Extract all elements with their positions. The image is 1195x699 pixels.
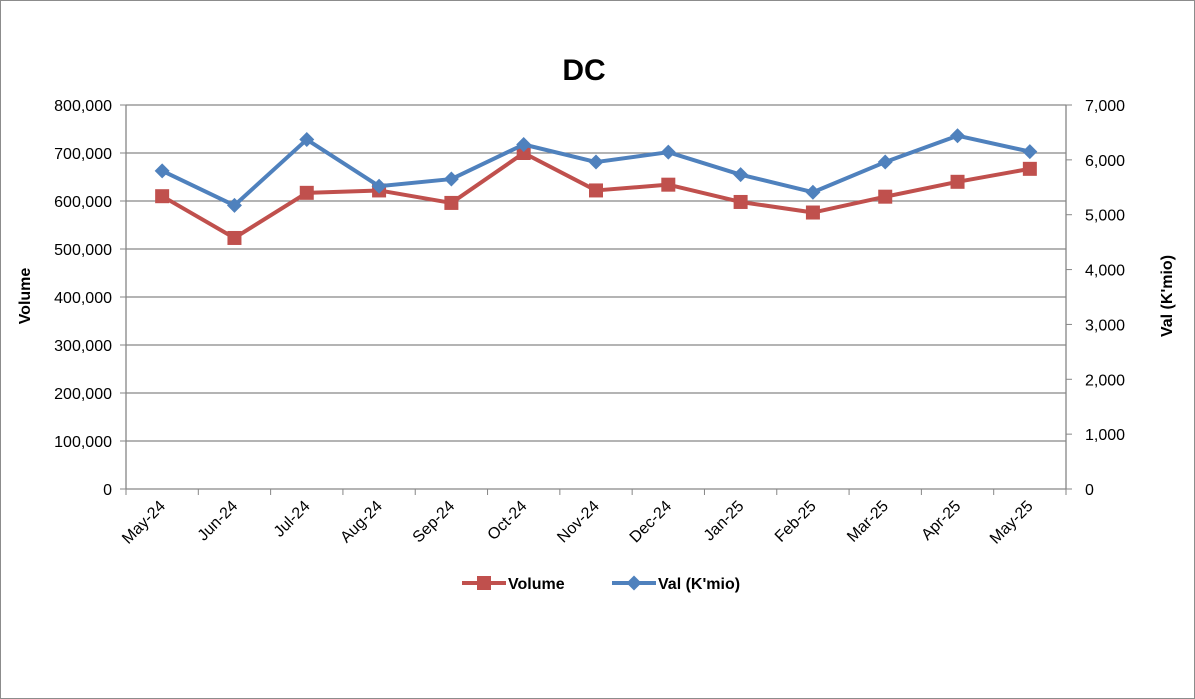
legend-item: Val (K'mio) — [612, 575, 740, 593]
legend-label: Val (K'mio) — [658, 576, 740, 593]
data-point-square — [1022, 161, 1037, 176]
data-point-diamond — [805, 184, 821, 200]
legend-marker-diamond — [626, 575, 642, 591]
y-tick-label: 800,000 — [54, 98, 112, 115]
x-tick-label: Nov-24 — [554, 498, 603, 547]
y-tick-label: 0 — [103, 482, 112, 499]
legend-item: Volume — [462, 576, 565, 593]
series-volume — [155, 146, 1037, 245]
data-point-square — [878, 189, 893, 204]
y2-axis-label: Val (K'mio) — [1159, 255, 1176, 337]
x-tick-label: Apr-25 — [918, 498, 964, 544]
data-point-diamond — [299, 132, 315, 148]
series-val — [154, 128, 1038, 213]
y-tick-labels: 0 100,000 200,000 300,000 400,000 500,000 600,… — [54, 98, 112, 499]
legend: Volume Val (K'mio) — [462, 575, 740, 593]
y2-tick-label: 7,000 — [1085, 98, 1125, 115]
data-point-square — [155, 189, 170, 204]
data-point-diamond — [154, 163, 170, 179]
data-point-square — [805, 205, 820, 220]
data-point-diamond — [950, 128, 966, 144]
data-point-square — [733, 194, 748, 209]
y2-tick-label: 0 — [1085, 482, 1094, 499]
y2-tick-label: 4,000 — [1085, 263, 1125, 280]
data-point-square — [661, 177, 676, 192]
x-tick-label: May-24 — [119, 498, 169, 548]
x-tick-label: Jun-24 — [195, 498, 242, 545]
data-point-square — [299, 185, 314, 200]
x-tick-label: Mar-25 — [844, 498, 892, 546]
legend-label: Volume — [508, 576, 565, 593]
y-tick-label: 300,000 — [54, 338, 112, 355]
x-tick-label: May-25 — [987, 498, 1037, 548]
data-point-square — [950, 174, 965, 189]
y2-tick-label: 2,000 — [1085, 372, 1125, 389]
data-point-square — [589, 183, 603, 198]
data-point-diamond — [1022, 144, 1038, 160]
data-point-diamond — [877, 154, 893, 170]
y2-tick-label: 6,000 — [1085, 153, 1125, 170]
y-tick-label: 700,000 — [54, 146, 112, 163]
x-tick-label: Dec-24 — [627, 498, 676, 547]
y-tick-label: 200,000 — [54, 386, 112, 403]
x-tick-labels: May-24 Jun-24 Jul-24 Aug-24 Sep-24 Oct-24 Nov-… — [119, 498, 1037, 548]
data-point-diamond — [226, 197, 242, 213]
data-point-diamond — [443, 171, 459, 187]
x-tick-label: Oct-24 — [485, 498, 531, 544]
data-point-square — [444, 195, 459, 210]
data-point-diamond — [660, 144, 676, 160]
x-tick-label: Feb-25 — [772, 498, 820, 546]
data-point-square — [516, 146, 531, 160]
legend-marker-square — [477, 576, 491, 590]
y2-tick-label: 1,000 — [1085, 427, 1125, 444]
x-tick-label: Jan-25 — [701, 498, 748, 545]
data-point-diamond — [733, 167, 749, 183]
x-tick-label: Sep-24 — [410, 498, 459, 547]
y2-tick-label: 3,000 — [1085, 317, 1125, 334]
x-tick-label: Aug-24 — [337, 498, 386, 547]
y-tick-label: 100,000 — [54, 434, 112, 451]
data-point-diamond — [371, 178, 387, 194]
y-axis-label: Volume — [17, 268, 34, 325]
series-group — [154, 128, 1038, 245]
chart-title: DC — [562, 54, 605, 87]
y-tick-label: 600,000 — [54, 194, 112, 211]
y-tick-label: 400,000 — [54, 290, 112, 307]
axes — [120, 104, 1072, 495]
data-point-square — [227, 230, 242, 245]
y-tick-label: 500,000 — [54, 242, 112, 259]
data-point-diamond — [588, 154, 604, 170]
y2-tick-labels: 0 1,000 2,000 3,000 4,000 5,000 6,000 7,000 — [1085, 98, 1125, 499]
data-point-diamond — [516, 136, 532, 152]
y2-tick-label: 5,000 — [1085, 208, 1125, 225]
x-tick-label: Jul-24 — [271, 498, 314, 541]
